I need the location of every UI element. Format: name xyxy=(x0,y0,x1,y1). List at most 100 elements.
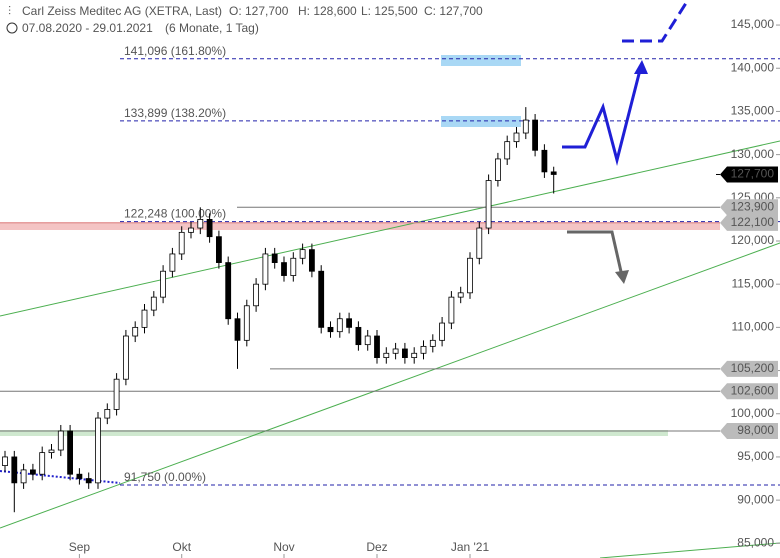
candle-body xyxy=(308,249,315,272)
candle-body xyxy=(271,253,278,263)
fib-label: 133,899 (138.20%) xyxy=(124,106,226,120)
candle-body xyxy=(178,231,185,255)
candle-body xyxy=(206,218,213,238)
x-tick-label: Dez xyxy=(366,540,387,554)
candle-body xyxy=(85,478,92,484)
price-tag xyxy=(720,360,778,377)
candle-body xyxy=(20,469,27,484)
price-tag-label: 105,200 xyxy=(731,361,775,375)
candle-body xyxy=(364,335,371,346)
candle-body xyxy=(215,236,222,263)
candle-body xyxy=(411,352,418,359)
candle-body xyxy=(550,171,557,175)
price-tag-label: 102,600 xyxy=(731,383,775,397)
projection-arrow xyxy=(622,0,690,43)
candle-body xyxy=(485,180,492,229)
date-range: 07.08.2020 - 29.01.2021 xyxy=(22,21,153,35)
candle-body xyxy=(476,227,483,259)
candle-body xyxy=(494,158,501,181)
candle-body xyxy=(197,218,204,229)
candle-body xyxy=(336,318,343,333)
candle-body xyxy=(541,149,548,173)
candle-body xyxy=(123,335,129,380)
candle-body xyxy=(150,296,157,311)
candle-body xyxy=(504,141,511,160)
resistance-band xyxy=(0,222,720,230)
y-tick-label: 145,000 xyxy=(731,17,775,31)
candle-body xyxy=(467,257,473,294)
period: (6 Monate, 1 Tag) xyxy=(165,21,259,35)
clock-icon xyxy=(6,22,18,34)
candle-body xyxy=(532,119,538,151)
price-tag xyxy=(720,166,778,183)
price-tag-label: 122,100 xyxy=(731,215,775,229)
trend-line xyxy=(0,140,780,317)
candle-body xyxy=(29,469,36,475)
y-tick-label: 140,000 xyxy=(731,60,775,74)
candle-body xyxy=(113,378,120,410)
candle-body xyxy=(392,348,399,354)
y-tick-label: 90,000 xyxy=(737,492,774,506)
price-tag-label: 98,000 xyxy=(737,423,774,437)
candle-body xyxy=(57,430,64,451)
candle-body xyxy=(262,253,269,285)
ohlc: H: 128,600 xyxy=(298,4,357,18)
trend-line xyxy=(599,542,780,558)
x-tick-label: Nov xyxy=(273,540,294,554)
price-tag xyxy=(720,423,778,440)
candle-body xyxy=(2,456,8,466)
candle-body xyxy=(253,283,260,307)
y-tick-label: 85,000 xyxy=(737,535,774,549)
price-tag xyxy=(720,214,778,231)
candle-body xyxy=(457,292,464,298)
y-tick-label: 130,000 xyxy=(731,147,775,161)
y-tick-label: 115,000 xyxy=(732,276,775,290)
candle-body xyxy=(234,318,241,341)
y-tick-label: 95,000 xyxy=(737,449,774,463)
candle-body xyxy=(346,318,353,328)
candle-body xyxy=(439,322,446,341)
ohlc: O: 127,700 xyxy=(229,4,289,18)
candle-body xyxy=(39,452,46,475)
x-tick-label: Okt xyxy=(172,540,191,554)
candle-body xyxy=(225,262,232,320)
candle-body xyxy=(281,262,287,276)
candle-body xyxy=(11,456,18,484)
arrow-head xyxy=(634,60,648,74)
candle-body xyxy=(188,227,194,233)
candle-body xyxy=(48,449,55,454)
candle-body xyxy=(374,335,380,359)
target-zone xyxy=(441,55,521,66)
fib-label: 141,096 (161.80%) xyxy=(124,44,226,58)
fib-label: 122,248 (100.00%) xyxy=(124,207,226,221)
candle-body xyxy=(104,409,111,419)
candle-body xyxy=(318,270,325,328)
y-tick-label: 110,000 xyxy=(732,320,775,334)
candle-body xyxy=(299,249,306,259)
arrow-head xyxy=(615,270,629,284)
price-tag-label: 123,900 xyxy=(731,199,775,213)
fib-label: 91,750 (0.00%) xyxy=(124,470,206,484)
x-tick-label: Sep xyxy=(69,540,91,554)
candle-body xyxy=(383,352,390,359)
candle-body xyxy=(67,430,73,475)
candle-body xyxy=(420,345,427,354)
price-tag xyxy=(720,199,778,216)
ohlc: L: 125,500 xyxy=(361,4,418,18)
price-tag-label: 127,700 xyxy=(731,167,775,181)
y-tick-label: 120,000 xyxy=(731,233,775,247)
candle-body xyxy=(160,270,167,298)
projection-arrow xyxy=(567,230,624,277)
candle-body xyxy=(327,326,334,333)
candle-body xyxy=(76,473,83,479)
candle-body xyxy=(169,253,176,272)
candle-body xyxy=(141,309,148,328)
candle-body xyxy=(95,417,101,484)
icon: ⫶ xyxy=(8,4,11,18)
candle-body xyxy=(132,326,139,337)
candle-body xyxy=(448,296,455,324)
candle-body xyxy=(513,132,520,143)
trend-line xyxy=(0,470,121,484)
y-tick-label: 100,000 xyxy=(731,406,775,420)
